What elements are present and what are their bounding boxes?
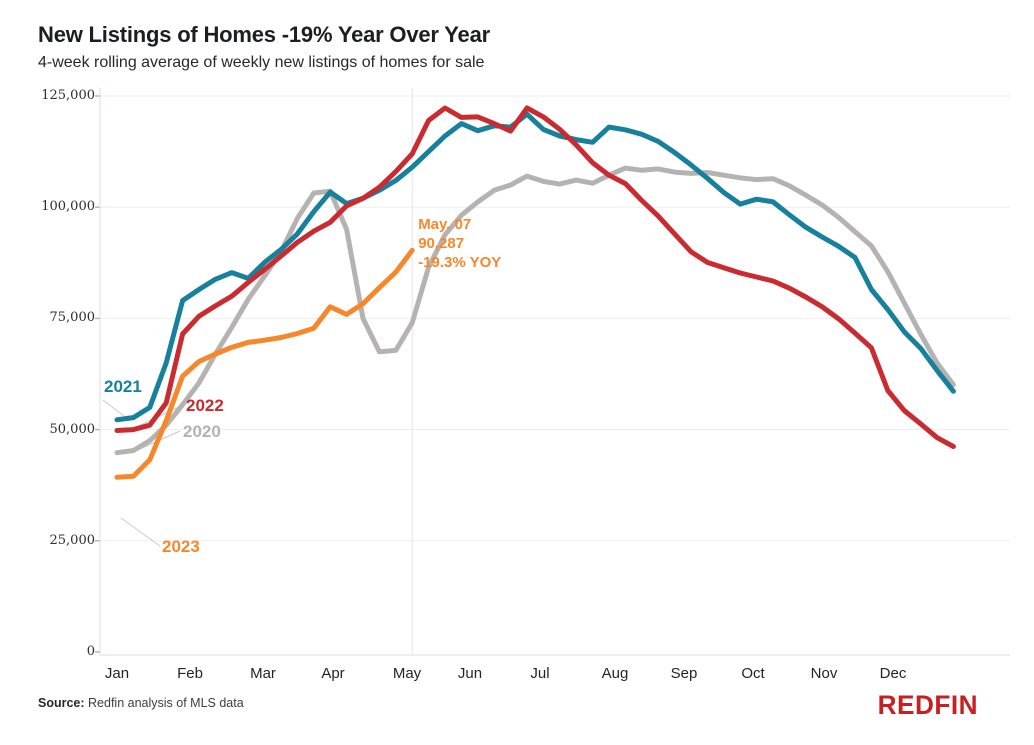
source-text: Redfin analysis of MLS data [84, 696, 244, 710]
x-axis-label-feb: Feb [177, 665, 203, 682]
year-label-2020: 2020 [183, 422, 221, 441]
year-label-leader-line [102, 399, 125, 417]
y-axis-label: 100,000 [41, 199, 95, 215]
year-label-leader-line [120, 517, 161, 547]
source-note: Source: Redfin analysis of MLS data [38, 696, 244, 710]
x-axis-label-oct: Oct [741, 665, 765, 682]
year-label-2021: 2021 [104, 377, 142, 396]
x-axis-label-nov: Nov [810, 665, 838, 682]
line-series-2022 [114, 105, 956, 449]
line-series-2020 [114, 165, 956, 456]
x-axis-label-jun: Jun [457, 665, 483, 682]
y-axis-label: 50,000 [49, 421, 96, 437]
x-axis-label-aug: Aug [601, 665, 629, 682]
x-axis-label-sep: Sep [670, 665, 698, 682]
redfin-logo: REDFIN [877, 690, 978, 720]
x-axis-label-mar: Mar [250, 665, 276, 682]
year-label-2022: 2022 [186, 396, 224, 415]
chart-subtitle: 4-week rolling average of weekly new lis… [38, 54, 485, 71]
x-axis-label-may: May [392, 665, 422, 682]
latest-point-annotation: May. 07 90,287 -19.3% YOY [418, 215, 501, 272]
x-axis-label-jan: Jan [104, 665, 130, 682]
chart-title: New Listings of Homes -19% Year Over Yea… [38, 22, 490, 47]
x-axis-label-jul: Jul [530, 665, 550, 682]
y-axis-label: 0 [86, 644, 95, 659]
year-label-2023: 2023 [162, 537, 200, 556]
x-axis-label-apr: Apr [321, 665, 345, 682]
y-axis-label: 125,000 [41, 88, 95, 103]
y-axis-label: 25,000 [49, 532, 96, 548]
line-series-2021 [114, 111, 956, 423]
line-series-2023 [114, 247, 415, 480]
source-label: Source: [38, 696, 85, 710]
annotation-value: 90,287 [418, 235, 465, 253]
x-axis-label-dec: Dec [879, 665, 907, 682]
y-axis-label: 75,000 [49, 310, 96, 326]
annotation-date: May. 07 [418, 216, 472, 234]
annotation-yoy: -19.3% YOY [418, 254, 502, 272]
